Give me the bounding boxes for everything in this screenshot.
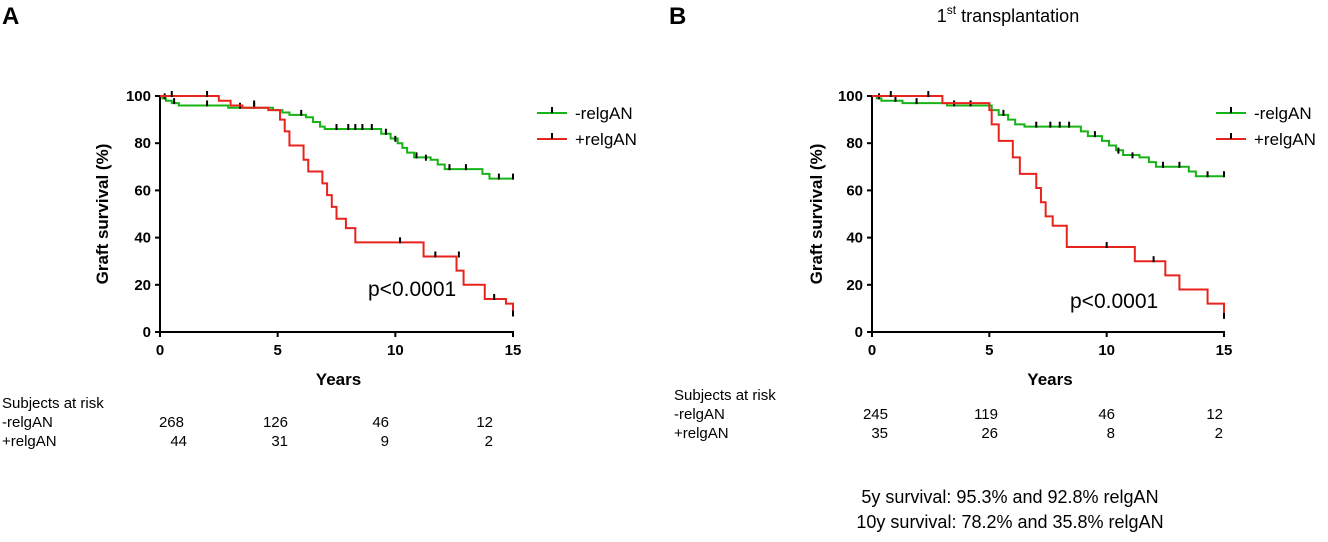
panel-a: A 0 20 40 60 80 100 0 5 10 15 Years Graft survival …: [2, 3, 637, 389]
panel-b-pvalue: p<0.0001: [1070, 290, 1158, 313]
risk-value: 44: [170, 433, 187, 450]
risk-value: 9: [380, 433, 389, 450]
x-tick-label: 10: [1098, 342, 1115, 359]
x-tick-label: 5: [985, 342, 993, 359]
survival-line: [160, 95, 514, 316]
panel-b-title: 1st transplantation: [937, 3, 1079, 26]
panel-b-plot: 0 20 40 60 80 100 0 5 10 15 Years Graft survival (%…: [807, 88, 1316, 389]
risk-row-label: +relgAN: [674, 425, 729, 442]
y-axis-label: Graft survival (%): [93, 144, 112, 285]
legend-label: +relgAN: [1254, 130, 1316, 149]
y-tick-label: 80: [846, 135, 863, 152]
y-tick-label: 40: [134, 230, 151, 247]
y-tick-label: 40: [846, 230, 863, 247]
panel-a-plot: 0 20 40 60 80 100 0 5 10 15 Years Graft survival (%…: [93, 88, 637, 389]
summary-5y: 5y survival: 95.3% and 92.8% relgAN: [861, 487, 1159, 507]
x-tick-label: 15: [505, 342, 522, 359]
risk-title: Subjects at risk: [2, 395, 104, 412]
panel-b: B 1st transplantation 0 20 40 60 80 100 0 5 10 15…: [669, 3, 1316, 389]
series-plus-relgan: [872, 91, 1225, 319]
x-tick-label: 10: [387, 342, 404, 359]
y-tick-label: 0: [855, 324, 863, 341]
risk-value: 119: [974, 406, 998, 423]
x-axis-label: Years: [1027, 370, 1072, 389]
legend-item: -relgAN: [537, 104, 633, 123]
risk-value: 126: [262, 414, 288, 431]
legend-label: +relgAN: [575, 130, 637, 149]
risk-value: 46: [1098, 406, 1115, 423]
panel-b-title-main: 1: [937, 6, 947, 26]
risk-value: 2: [1214, 425, 1223, 442]
series-minus-relgan: [872, 93, 1225, 178]
survival-line: [872, 95, 1224, 178]
x-tick-label: 0: [156, 342, 164, 359]
risk-value: 12: [1206, 406, 1223, 423]
series-minus-relgan: [160, 93, 514, 180]
risk-row-label: -relgAN: [674, 406, 725, 423]
survival-line: [872, 95, 1225, 318]
x-axis-label: Years: [316, 370, 361, 389]
panel-b-label: B: [669, 3, 686, 30]
risk-row-label: +relgAN: [2, 433, 57, 450]
risk-title: Subjects at risk: [674, 387, 776, 404]
y-tick-label: 60: [846, 182, 863, 199]
survival-line: [160, 95, 513, 180]
risk-value: 245: [862, 406, 888, 423]
risk-value: 12: [476, 414, 493, 431]
x-tick-label: 15: [1216, 342, 1233, 359]
y-tick-label: 20: [134, 277, 151, 294]
risk-value: 268: [158, 414, 184, 431]
legend-label: -relgAN: [1254, 104, 1312, 123]
y-tick-label: 100: [838, 88, 863, 105]
panel-b-title-sup: st: [947, 3, 957, 17]
y-tick-label: 0: [143, 324, 151, 341]
risk-value: 46: [372, 414, 389, 431]
panel-a-pvalue: p<0.0001: [368, 278, 456, 301]
panel-a-label: A: [2, 3, 19, 30]
risk-row-label: -relgAN: [2, 414, 53, 431]
series-plus-relgan: [160, 91, 514, 317]
x-tick-label: 5: [273, 342, 281, 359]
x-tick-label: 0: [868, 342, 876, 359]
y-tick-label: 80: [134, 135, 151, 152]
y-tick-label: 100: [126, 88, 151, 105]
legend-item: -relgAN: [1216, 104, 1312, 123]
risk-value: 31: [271, 433, 288, 450]
summary-10y: 10y survival: 78.2% and 35.8% relgAN: [856, 512, 1164, 532]
risk-value: 26: [981, 425, 998, 442]
y-axis-label: Graft survival (%): [807, 144, 826, 285]
legend-item: +relgAN: [1216, 130, 1316, 149]
y-tick-label: 20: [846, 277, 863, 294]
legend-label: -relgAN: [575, 104, 633, 123]
legend-item: +relgAN: [537, 130, 637, 149]
y-tick-label: 60: [134, 182, 151, 199]
panel-b-title-rest: transplantation: [956, 6, 1079, 26]
risk-value: 8: [1106, 425, 1115, 442]
risk-value: 35: [871, 425, 888, 442]
risk-value: 2: [484, 433, 493, 450]
